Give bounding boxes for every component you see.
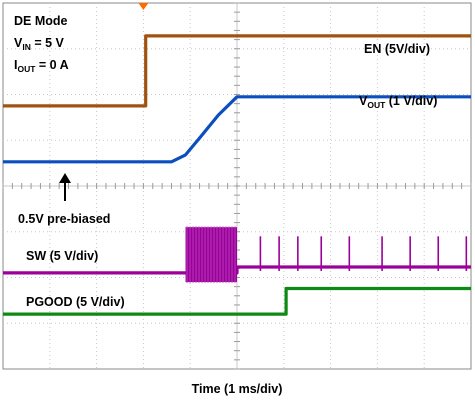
series-label-vout: VOUT (1 V/div): [359, 94, 437, 110]
grid: [2, 2, 472, 370]
iout-label: IOUT = 0 A: [14, 58, 69, 74]
mode-label: DE Mode: [14, 14, 68, 28]
vin-label: VIN = 5 V: [14, 36, 65, 52]
trigger-marker: [138, 3, 149, 10]
series-label-sw: SW (5 V/div): [26, 249, 98, 263]
x-axis-label: Time (1 ms/div): [192, 382, 283, 396]
pre-bias-arrow: [59, 173, 71, 201]
series-label-pgood: PGOOD (5 V/div): [26, 295, 125, 309]
trace-en: [3, 34, 471, 108]
pre-bias-annotation: 0.5V pre-biased: [18, 212, 110, 226]
trace-vout: [3, 95, 471, 164]
series-label-en: EN (5V/div): [364, 42, 430, 56]
trace-pgood: [3, 286, 471, 316]
traces: [3, 34, 471, 316]
